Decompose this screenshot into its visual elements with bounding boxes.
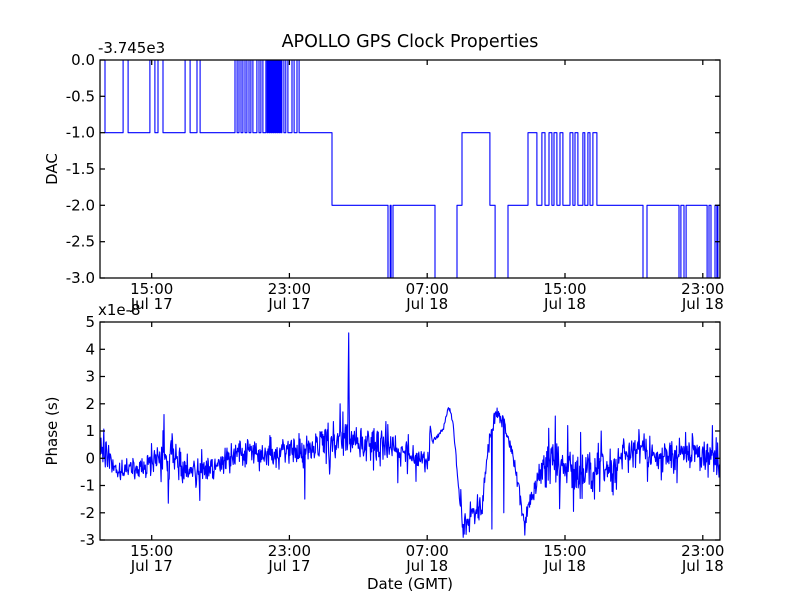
y-tick-label: -3 — [80, 531, 95, 549]
y-tick-label: 3 — [85, 368, 95, 386]
phase-noise-line — [100, 332, 720, 538]
x-tick-label-date: Jul 17 — [267, 557, 310, 575]
y-tick-label: -1 — [80, 477, 95, 495]
top-axes-frame — [99, 59, 721, 279]
y-tick-label: 2 — [85, 395, 95, 413]
x-tick-label-time: 07:00 — [406, 542, 449, 560]
x-tick-label-date: Jul 17 — [267, 295, 310, 313]
y-tick-label: -0.5 — [66, 87, 95, 105]
y-tick-label: -1.5 — [66, 160, 95, 178]
dac-steps-line — [100, 60, 720, 278]
x-tick-label-time: 23:00 — [681, 280, 724, 298]
x-tick-label-date: Jul 18 — [681, 557, 724, 575]
x-tick-label-date: Jul 18 — [543, 295, 586, 313]
bottom-offset-label: x1e-8 — [98, 301, 141, 319]
x-tick-label-time: 23:00 — [268, 280, 311, 298]
x-tick-label-time: 15:00 — [543, 542, 586, 560]
top-offset-label: -3.745e3 — [98, 39, 165, 57]
y-tick-label: -2.0 — [66, 196, 95, 214]
x-tick-label-time: 15:00 — [130, 542, 173, 560]
x-tick-label-date: Jul 18 — [543, 557, 586, 575]
bottom-y-axis-label: Phase (s) — [43, 396, 61, 465]
y-tick-label: -1.0 — [66, 124, 95, 142]
y-tick-label: 1 — [85, 422, 95, 440]
x-tick-label-time: 15:00 — [543, 280, 586, 298]
y-tick-label: -2 — [80, 504, 95, 522]
x-tick-label-date: Jul 18 — [405, 557, 448, 575]
bottom-axes-frame — [99, 321, 721, 541]
y-tick-label: -3.0 — [66, 269, 95, 287]
y-tick-label: 0.0 — [71, 51, 95, 69]
x-tick-label-date: Jul 17 — [130, 557, 173, 575]
y-tick-label: 0 — [85, 449, 95, 467]
y-tick-label: -2.5 — [66, 233, 95, 251]
x-tick-label-date: Jul 18 — [405, 295, 448, 313]
top-y-axis-label: DAC — [43, 153, 61, 185]
x-tick-label-time: 07:00 — [406, 280, 449, 298]
y-tick-label: 5 — [85, 313, 95, 331]
x-tick-label-time: 23:00 — [681, 542, 724, 560]
x-tick-label-time: 15:00 — [130, 280, 173, 298]
x-tick-label-date: Jul 17 — [130, 295, 173, 313]
x-axis-label: Date (GMT) — [367, 575, 453, 593]
plot-title: APOLLO GPS Clock Properties — [282, 32, 539, 52]
x-tick-label-date: Jul 18 — [681, 295, 724, 313]
y-tick-label: 4 — [85, 340, 95, 358]
x-tick-label-time: 23:00 — [268, 542, 311, 560]
